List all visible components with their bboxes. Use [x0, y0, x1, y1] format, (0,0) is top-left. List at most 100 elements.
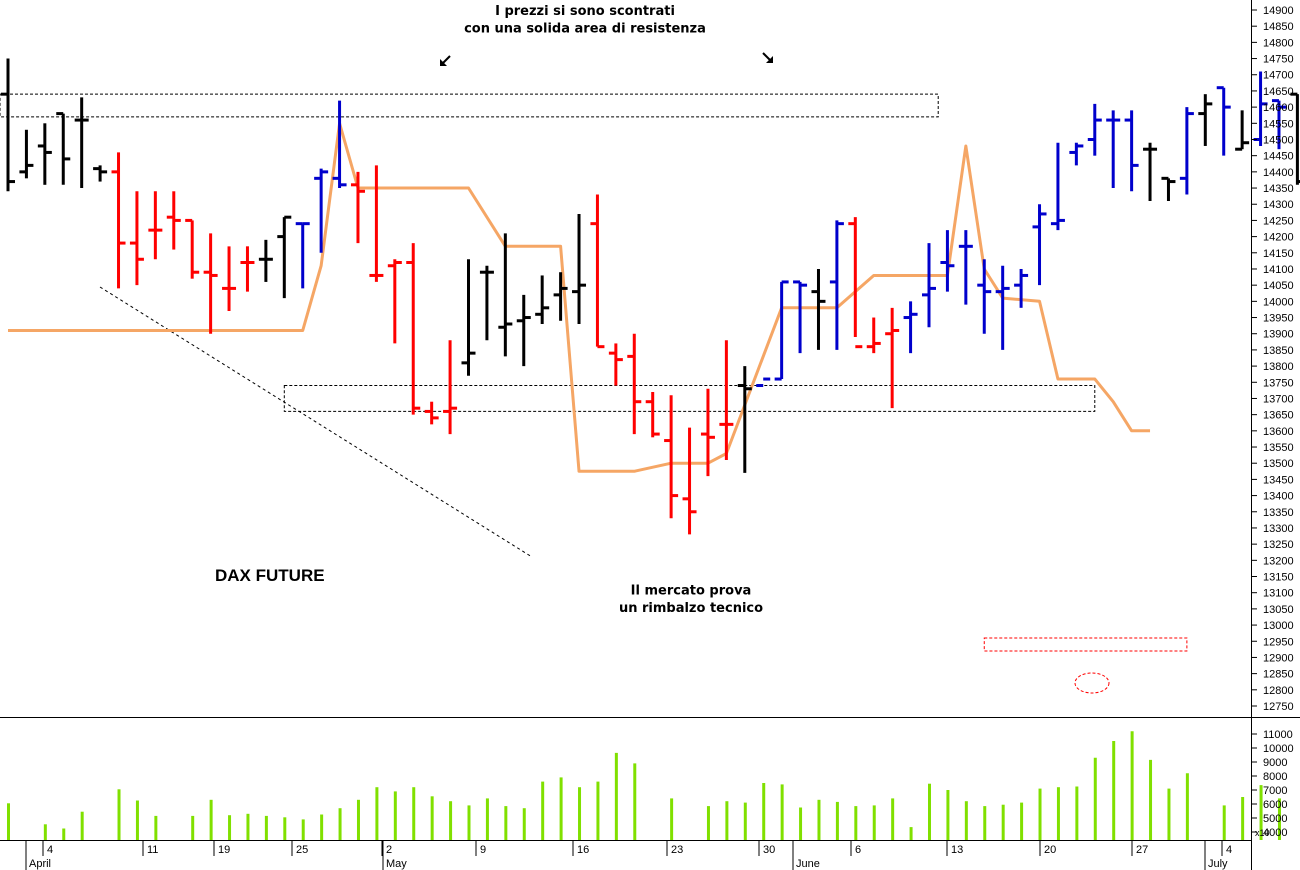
volume-tick-label: 11000: [1263, 729, 1293, 741]
volume-tick-label: 6000: [1263, 799, 1287, 811]
price-tick-label: 13150: [1263, 572, 1294, 584]
price-tick-label: 13800: [1263, 361, 1294, 373]
day-tick-label: 4: [1226, 844, 1232, 856]
ohlc-bar: [277, 215, 292, 299]
ohlc-bar: [903, 301, 918, 354]
ohlc-bar: [240, 246, 255, 292]
ohlc-bar: [940, 230, 955, 292]
day-tick-label: 27: [1136, 844, 1148, 856]
price-tick-label: 13650: [1263, 410, 1294, 422]
ohlc-bar: [719, 340, 734, 460]
price-tick-label: 13300: [1263, 523, 1294, 535]
ohlc-bar: [1106, 110, 1121, 189]
ohlc-bar: [332, 100, 347, 189]
ohlc-bar: [793, 280, 808, 354]
price-tick-label: 14750: [1263, 54, 1294, 66]
ohlc-bar: [148, 191, 163, 260]
price-tick-label: 14500: [1263, 134, 1294, 146]
day-tick-label: 19: [218, 844, 230, 856]
ohlc-bar: [1290, 92, 1300, 185]
price-tick-label: 14100: [1263, 264, 1294, 276]
price-tick-label: 14050: [1263, 280, 1294, 292]
price-tick-label: 14700: [1263, 70, 1294, 82]
ohlc-bar: [811, 268, 826, 350]
price-tick-label: 14800: [1263, 37, 1294, 49]
price-tick-label: 14400: [1263, 167, 1294, 179]
volume-tick-label: 10000: [1263, 743, 1294, 755]
day-tick-label: 20: [1044, 844, 1056, 856]
ohlc-bar: [1235, 110, 1250, 151]
price-tick-label: 14600: [1263, 102, 1294, 114]
ohlc-bar: [774, 280, 789, 381]
price-tick-label: 13750: [1263, 377, 1294, 389]
annotation-text: con una solida area di resistenza: [464, 22, 706, 37]
ohlc-bar: [1, 58, 15, 192]
ohlc-bar: [1143, 142, 1158, 201]
price-axis: 12750 12800 12850 12900 12950 13000 13050 13100…: [1252, 5, 1294, 713]
price-tick-label: 12800: [1263, 685, 1294, 697]
ohlc-bar: [1216, 86, 1231, 156]
ohlc-bar: [627, 333, 642, 435]
price-tick-label: 13850: [1263, 345, 1294, 357]
price-tick-label: 14550: [1263, 118, 1294, 130]
ohlc-bar: [1161, 176, 1176, 201]
ohlc-bar: [498, 233, 513, 357]
price-tick-label: 13950: [1263, 313, 1294, 325]
ohlc-bar: [185, 218, 200, 279]
arrow-down-right-icon: [762, 52, 773, 63]
price-tick-label: 13500: [1263, 458, 1294, 470]
ohlc-bar: [829, 220, 844, 350]
ohlc-bar: [74, 97, 89, 189]
annotation-text: I prezzi si sono scontrati: [495, 4, 675, 19]
price-tick-label: 14350: [1263, 183, 1294, 195]
ohlc-bar: [756, 377, 771, 388]
month-label: July: [1208, 858, 1228, 870]
day-tick-label: 6: [855, 844, 861, 856]
day-tick-label: 25: [296, 844, 308, 856]
day-tick-label: 11: [147, 844, 158, 856]
ohlc-bar: [866, 317, 881, 354]
day-tick-label: 23: [671, 844, 683, 856]
price-tick-label: 14000: [1263, 296, 1294, 308]
volume-tick-label: 7000: [1263, 785, 1287, 797]
ohlc-bar: [572, 213, 587, 325]
ohlc-bar: [922, 243, 936, 328]
month-label: June: [796, 858, 820, 870]
volume-multiplier: x10: [1255, 828, 1270, 838]
price-tick-label: 13050: [1263, 604, 1294, 616]
price-tick-label: 13400: [1263, 491, 1294, 503]
price-tick-label: 13250: [1263, 539, 1294, 551]
month-label: May: [386, 858, 407, 870]
volume-bars-layer: [7, 731, 1281, 840]
ohlc-bar: [700, 388, 715, 477]
price-tick-label: 14200: [1263, 232, 1294, 244]
ohlc-bar: [737, 366, 752, 473]
price-tick-label: 14900: [1263, 5, 1294, 17]
price-tick-label: 13700: [1263, 393, 1294, 405]
price-tick-label: 13550: [1263, 442, 1294, 454]
ohlc-bar: [1179, 107, 1194, 195]
volume-tick-label: 5000: [1263, 813, 1287, 825]
month-label: April: [29, 858, 51, 870]
ohlc-bar: [1087, 103, 1102, 156]
ohlc-bar: [645, 391, 660, 438]
price-tick-label: 13900: [1263, 329, 1294, 341]
chart-title: DAX FUTURE: [215, 566, 325, 585]
ohlc-bar: [461, 259, 476, 376]
ohlc-bar: [1014, 268, 1029, 308]
arrow-down-left-icon: [440, 55, 451, 66]
ohlc-bar: [995, 265, 1010, 350]
ohlc-bar: [664, 395, 679, 519]
ohlc-bar: [222, 246, 237, 312]
price-tick-label: 14300: [1263, 199, 1294, 211]
price-tick-label: 13350: [1263, 507, 1294, 519]
ohlc-bar: [1124, 110, 1139, 192]
ohlc-bar: [406, 243, 421, 415]
price-tick-label: 14650: [1263, 86, 1294, 98]
price-tick-label: 13450: [1263, 474, 1294, 486]
price-tick-label: 12950: [1263, 636, 1294, 648]
annotation-text: Il mercato prova: [631, 583, 752, 598]
low-point-ellipse: [1074, 672, 1110, 694]
ohlc-bar: [516, 294, 531, 367]
ohlc-bar: [958, 230, 973, 305]
